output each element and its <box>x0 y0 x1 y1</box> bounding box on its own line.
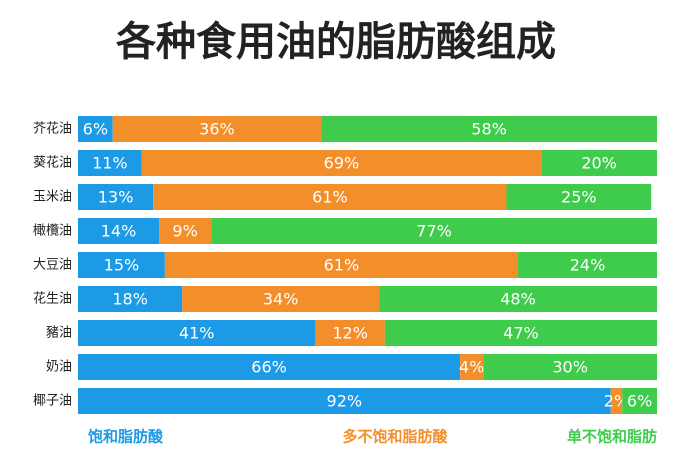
data-label: 11% <box>92 154 128 173</box>
bar-segment <box>384 320 657 346</box>
data-label: 48% <box>500 290 536 309</box>
chart-title: 各种食用油的脂肪酸组成 <box>116 19 556 65</box>
bar-segment <box>78 286 183 312</box>
data-label: 77% <box>416 222 452 241</box>
bar-segment <box>78 252 165 278</box>
bar-segment <box>78 388 611 414</box>
data-label: 61% <box>312 188 348 207</box>
bar-segment <box>78 150 142 176</box>
bar-segment <box>78 116 113 142</box>
data-label: 47% <box>503 324 539 343</box>
data-label: 25% <box>561 188 597 207</box>
data-label: 12% <box>332 324 368 343</box>
legend-label: 单不饱和脂肪 <box>567 428 657 446</box>
bar-segment <box>379 286 657 312</box>
y-tick-label: 奶油 <box>46 360 72 375</box>
bar-segment <box>460 354 484 380</box>
bar-segment <box>622 388 657 414</box>
bar-segment <box>153 184 507 210</box>
bar-segment <box>211 218 658 244</box>
data-label: 9% <box>172 222 197 241</box>
bar-segment <box>78 218 160 244</box>
bar-segment <box>78 184 154 210</box>
data-label: 92% <box>327 392 363 411</box>
data-label: 20% <box>581 154 617 173</box>
bar-segment <box>182 286 380 312</box>
y-tick-label: 花生油 <box>33 291 72 307</box>
data-label: 34% <box>263 290 299 309</box>
y-tick-label: 椰子油 <box>33 394 72 409</box>
bar-segment <box>506 184 652 210</box>
y-tick-label: 芥花油 <box>33 121 72 137</box>
bar-segment <box>78 320 316 346</box>
y-tick-label: 玉米油 <box>33 190 72 205</box>
data-label: 58% <box>471 120 507 139</box>
legend-label: 多不饱和脂肪酸 <box>342 428 448 446</box>
bar-segment <box>141 150 542 176</box>
bar-segment <box>315 320 385 346</box>
y-tick-label: 橄欖油 <box>33 224 72 239</box>
bar-segment <box>112 116 322 142</box>
data-label: 14% <box>101 222 137 241</box>
y-tick-label: 大豆油 <box>33 258 72 273</box>
bar-segment <box>541 150 657 176</box>
bar-segment <box>164 252 519 278</box>
data-label: 30% <box>552 358 588 377</box>
bar-segment <box>518 252 657 278</box>
bar-segment <box>78 354 461 380</box>
y-tick-label: 葵花油 <box>33 155 72 171</box>
data-label: 6% <box>83 120 108 139</box>
bar-segment <box>483 354 657 380</box>
data-label: 15% <box>104 256 140 275</box>
data-label: 61% <box>324 256 360 275</box>
legend-label: 饱和脂肪酸 <box>88 428 164 446</box>
data-label: 41% <box>179 324 215 343</box>
bar-segment <box>321 116 657 142</box>
bar-segment <box>610 388 623 414</box>
data-label: 4% <box>459 358 484 377</box>
bar-segment <box>159 218 212 244</box>
data-label: 36% <box>199 120 235 139</box>
data-label: 13% <box>98 188 134 207</box>
data-label: 69% <box>324 154 360 173</box>
data-label: 24% <box>570 256 606 275</box>
data-label: 18% <box>112 290 148 309</box>
data-label: 66% <box>251 358 287 377</box>
data-label: 6% <box>627 392 652 411</box>
y-tick-label: 豬油 <box>46 326 72 341</box>
